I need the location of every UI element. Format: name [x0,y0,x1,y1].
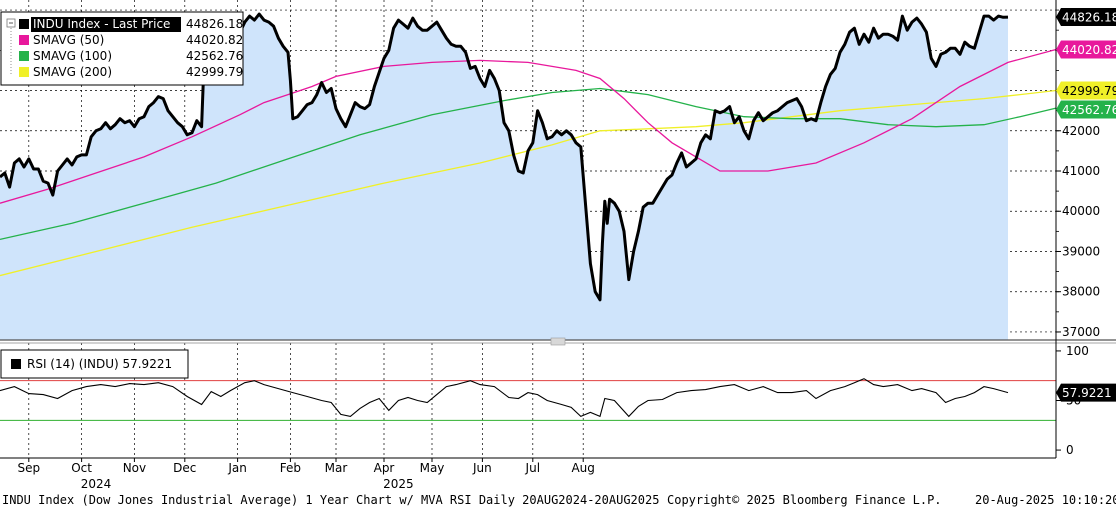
rsi-ytick-label-100: 100 [1066,344,1089,358]
last-value-tag-44826-18-text: 44826.18 [1062,11,1116,25]
year-label-2025: 2025 [383,477,414,491]
sma100-line [0,87,1057,241]
legend-entry-indu-index-last-price[interactable]: INDU Index - Last Price 44826.18 [19,17,243,32]
month-label-feb: Feb [280,461,301,475]
last-value-tag-44020-82: 44020.82 [1056,40,1116,59]
last-value-tag-42999-79-text: 42999.79 [1062,84,1116,98]
rsi-plot-area [0,378,1009,418]
month-label-sep: Sep [17,461,40,475]
last-value-tag-42562-76-text: 42562.76 [1062,103,1116,117]
sma50-line [0,48,1057,204]
panel-frame [0,0,1116,459]
price-ytick-label-38000: 38000 [1062,285,1100,299]
last-value-tag-44826-18: 44826.18 [1056,8,1116,27]
month-label-may: May [420,461,445,475]
y-axis: 370003800039000400004100042000100050 [1056,9,1100,457]
rsi-ytick-label-0: 0 [1066,443,1074,457]
legend-value: 44020.82 [186,33,243,47]
rsi-last-value-tag: 57.9221 [1056,383,1116,402]
legend-swatch [19,35,29,45]
year-label-2024: 2024 [81,477,112,491]
last-value-tags: 44826.18 44020.82 42999.79 42562.76 57.9221 [1056,8,1116,402]
month-label-jul: Jul [525,461,540,475]
price-ytick-label-39000: 39000 [1062,244,1100,258]
legend-label: SMAVG (100) [33,49,112,63]
last-value-tag-42999-79: 42999.79 [1056,81,1116,100]
month-label-dec: Dec [173,461,196,475]
last-value-tag-44020-82-text: 44020.82 [1062,43,1116,57]
price-area-fill [0,14,1008,340]
price-plot-area [0,12,1057,340]
rsi-legend-box [0,349,189,379]
last-value-tag-42562-76: 42562.76 [1056,100,1116,119]
price-line [0,12,1009,302]
rsi-last-value-tag-text: 57.9221 [1062,386,1112,400]
timestamp: 20-Aug-2025 10:10:20 [975,493,1116,507]
copyright-text: Copyright© 2025 Bloomberg Finance L.P. [667,493,942,507]
legend-entry-smavg-200-[interactable]: SMAVG (200) 42999.79 [19,65,243,79]
sma200-line [0,89,1057,277]
x-axis: Sep Oct Nov Dec Jan Feb Mar Apr May Jun Jul Aug 2024… [17,458,595,491]
month-label-apr: Apr [374,461,395,475]
price-ytick-label-40000: 40000 [1062,204,1100,218]
month-label-oct: Oct [71,461,92,475]
legend-swatch [19,67,29,77]
legend-entry-smavg-50-[interactable]: SMAVG (50) 44020.82 [19,33,243,47]
legend-swatch [19,51,29,61]
month-label-nov: Nov [123,461,146,475]
price-ytick-label-42000: 42000 [1062,124,1100,138]
rsi-legend-swatch [11,359,21,369]
legend-entry-smavg-100-[interactable]: SMAVG (100) 42562.76 [19,49,243,63]
month-label-aug: Aug [571,461,594,475]
rsi-line [0,378,1009,418]
legend-label: SMAVG (200) [33,65,112,79]
month-label-mar: Mar [325,461,348,475]
legend-swatch [19,19,29,29]
rsi-legend-label: RSI (14) (INDU) 57.9221 [27,357,172,371]
legend-value: 44826.18 [186,17,243,31]
legend-value: 42562.76 [186,49,243,63]
rsi-legend: RSI (14) (INDU) 57.9221 [0,349,189,379]
price-ytick-label-41000: 41000 [1062,164,1100,178]
chart-description: INDU Index (Dow Jones Industrial Average… [2,493,660,507]
legend-collapse-bracket[interactable] [6,18,16,76]
legend-value: 42999.79 [186,65,243,79]
panel-splitter-handle[interactable] [550,337,566,346]
price-ytick-label-37000: 37000 [1062,325,1100,339]
legend-label: INDU Index - Last Price [33,17,170,31]
legend-label: SMAVG (50) [33,33,104,47]
price-legend: INDU Index - Last Price 44826.18 SMAVG (50… [0,11,244,86]
month-label-jun: Jun [472,461,492,475]
month-label-jan: Jan [227,461,247,475]
rsi-grid [0,343,1056,458]
